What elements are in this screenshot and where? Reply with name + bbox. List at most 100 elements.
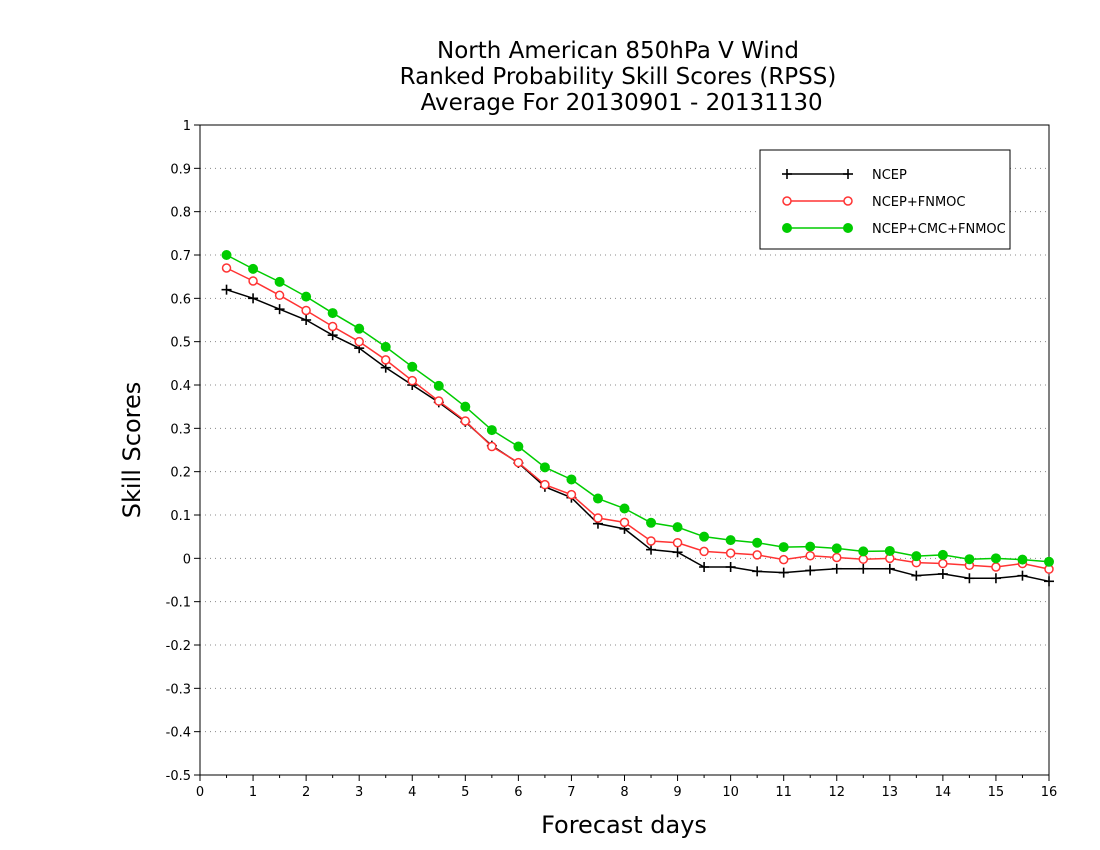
data-point <box>354 336 364 347</box>
chart-title-line-1: North American 850hPa V Wind <box>437 38 799 64</box>
data-point <box>460 416 471 426</box>
data-point <box>646 536 656 546</box>
legend: NCEP NCEP+FNMOC NCEP+CMC+FNMOC <box>759 149 1011 250</box>
x-tick-label: 2 <box>302 785 310 800</box>
legend-item: NCEP <box>782 168 907 183</box>
data-point <box>778 567 789 578</box>
data-point <box>990 553 1001 564</box>
data-point <box>301 305 311 316</box>
legend-label: NCEP+FNMOC <box>872 195 965 210</box>
x-tick-label: 5 <box>461 785 469 800</box>
data-point <box>672 547 683 558</box>
data-point <box>725 548 736 558</box>
data-point <box>858 546 869 557</box>
data-point <box>487 441 497 452</box>
legend-item: NCEP+CMC+FNMOC <box>782 222 1006 237</box>
series-lines <box>221 250 1054 587</box>
data-point <box>938 558 948 569</box>
x-tick-label: 7 <box>567 785 575 800</box>
data-point <box>221 263 232 273</box>
data-point <box>566 474 577 485</box>
x-tick-label: 11 <box>775 785 792 800</box>
x-tick-label: 0 <box>196 785 204 800</box>
y-tick-label: 0 <box>183 552 191 567</box>
data-point <box>778 542 789 553</box>
legend-marker-end <box>843 223 853 233</box>
y-tick-label: 0.1 <box>170 509 191 524</box>
data-point <box>911 551 922 562</box>
data-point <box>964 554 975 565</box>
y-tick-label: 0.5 <box>170 336 191 351</box>
legend-item: NCEP+FNMOC <box>782 195 965 210</box>
data-point <box>221 250 232 260</box>
data-point <box>699 546 709 557</box>
x-tick-label: 16 <box>1041 785 1058 800</box>
data-point <box>884 545 895 556</box>
data-point <box>672 537 683 548</box>
legend-box <box>759 149 1011 250</box>
data-point <box>672 522 683 533</box>
data-point <box>805 565 816 576</box>
legend-marker-start <box>782 169 792 179</box>
data-point <box>221 284 232 295</box>
data-point <box>327 330 338 341</box>
data-point <box>1017 554 1028 565</box>
y-tick-label: 1 <box>183 119 191 134</box>
series-0 <box>221 284 1054 587</box>
data-point <box>752 566 763 577</box>
data-point <box>725 562 736 572</box>
y-tick-label: 0.2 <box>170 466 191 481</box>
data-point <box>805 550 815 561</box>
legend-marker-start <box>782 196 792 206</box>
data-point <box>937 549 948 560</box>
data-point <box>884 563 895 574</box>
y-tick-label: 0.3 <box>170 422 191 437</box>
data-point <box>592 493 603 504</box>
data-point <box>513 457 524 468</box>
data-point <box>964 573 975 584</box>
x-tick-label: 15 <box>988 785 1005 800</box>
data-point <box>301 291 312 302</box>
data-point <box>380 341 391 352</box>
series-line <box>226 288 1050 583</box>
data-point <box>699 562 710 572</box>
x-tick-label: 13 <box>882 785 899 800</box>
x-tick-label: 4 <box>408 785 416 800</box>
data-point <box>434 396 444 406</box>
legend-marker-end <box>843 169 853 179</box>
grid-lines <box>200 167 1049 733</box>
data-point <box>539 462 550 473</box>
data-point <box>248 276 258 286</box>
x-tick-label: 6 <box>514 785 522 800</box>
data-point <box>274 304 285 315</box>
y-tick-label: -0.1 <box>166 596 191 611</box>
y-axis: -0.5 -0.4 -0.3 -0.2 -0.1 0 0.1 0.2 0.3 0.4 0.5 0.6 0… <box>166 119 200 784</box>
x-tick-label: 12 <box>828 785 845 800</box>
data-point <box>831 543 842 554</box>
x-axis-label: Forecast days <box>541 811 707 839</box>
x-axis: 0 1 2 3 4 5 6 7 8 9 10 11 12 13 14 15 16 <box>196 775 1057 800</box>
data-point <box>433 380 444 391</box>
series-line <box>226 254 1050 563</box>
data-point <box>858 563 869 574</box>
data-point <box>752 537 763 548</box>
data-point <box>832 552 842 563</box>
data-point <box>460 401 471 412</box>
data-point <box>248 263 259 274</box>
data-point <box>699 531 710 542</box>
y-tick-label: 0.9 <box>170 162 191 177</box>
data-point <box>486 425 497 436</box>
chart-title-line-2: Ranked Probability Skill Scores (RPSS) <box>400 64 837 90</box>
x-tick-label: 10 <box>722 785 739 800</box>
x-tick-label: 8 <box>620 785 628 800</box>
data-point <box>327 308 338 319</box>
y-tick-label: -0.3 <box>166 682 191 697</box>
data-point <box>990 573 1001 584</box>
series-line <box>226 267 1050 570</box>
y-tick-label: 0.6 <box>170 292 191 307</box>
data-point <box>513 441 524 452</box>
series-1 <box>221 263 1054 574</box>
y-tick-label: 0.7 <box>170 249 191 264</box>
